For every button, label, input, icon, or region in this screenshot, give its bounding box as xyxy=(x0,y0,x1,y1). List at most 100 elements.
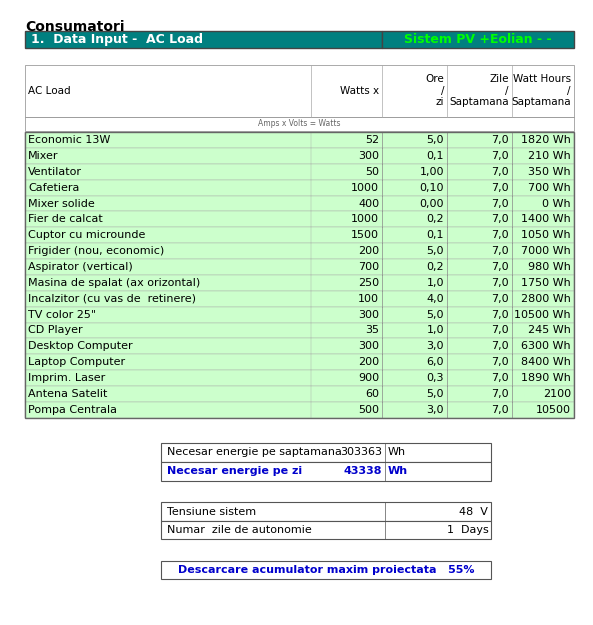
Text: 300: 300 xyxy=(358,309,379,319)
Text: 1000: 1000 xyxy=(351,182,379,192)
Text: Antena Satelit: Antena Satelit xyxy=(28,389,107,399)
FancyBboxPatch shape xyxy=(25,402,574,418)
Text: 7,0: 7,0 xyxy=(492,246,509,256)
FancyBboxPatch shape xyxy=(161,503,491,521)
Text: 303363: 303363 xyxy=(340,447,382,457)
Text: 7,0: 7,0 xyxy=(492,389,509,399)
Text: 200: 200 xyxy=(358,246,379,256)
FancyBboxPatch shape xyxy=(25,386,574,402)
FancyBboxPatch shape xyxy=(161,561,491,579)
Text: 0,1: 0,1 xyxy=(426,151,444,161)
Text: 7,0: 7,0 xyxy=(492,294,509,304)
Text: 7,0: 7,0 xyxy=(492,262,509,272)
FancyBboxPatch shape xyxy=(25,275,574,291)
Text: Wh: Wh xyxy=(388,447,406,457)
Text: 1  Days: 1 Days xyxy=(447,525,488,535)
Text: 200: 200 xyxy=(358,357,379,367)
FancyBboxPatch shape xyxy=(161,521,491,539)
FancyBboxPatch shape xyxy=(25,259,574,275)
Text: 7,0: 7,0 xyxy=(492,405,509,415)
Text: 6,0: 6,0 xyxy=(426,357,444,367)
Text: Sistem PV +Eolian - -: Sistem PV +Eolian - - xyxy=(404,33,552,46)
Text: 7,0: 7,0 xyxy=(492,341,509,351)
Text: Numar  zile de autonomie: Numar zile de autonomie xyxy=(167,525,311,535)
Text: Zile
/
Saptamana: Zile / Saptamana xyxy=(449,74,509,108)
Text: 300: 300 xyxy=(358,151,379,161)
Text: Masina de spalat (ax orizontal): Masina de spalat (ax orizontal) xyxy=(28,278,200,288)
Text: Imprim. Laser: Imprim. Laser xyxy=(28,373,105,383)
Text: 7,0: 7,0 xyxy=(492,151,509,161)
FancyBboxPatch shape xyxy=(25,148,574,164)
FancyBboxPatch shape xyxy=(25,211,574,227)
Text: 50: 50 xyxy=(365,167,379,177)
Text: Mixer: Mixer xyxy=(28,151,59,161)
Text: Watts x: Watts x xyxy=(340,86,379,96)
Text: 7,0: 7,0 xyxy=(492,326,509,336)
Text: Watt Hours
/
Saptamana: Watt Hours / Saptamana xyxy=(511,74,571,108)
Text: Ventilator: Ventilator xyxy=(28,167,82,177)
Text: 700 Wh: 700 Wh xyxy=(528,182,571,192)
Text: 7,0: 7,0 xyxy=(492,214,509,224)
Text: Necesar energie pe zi: Necesar energie pe zi xyxy=(167,466,302,476)
Text: 100: 100 xyxy=(358,294,379,304)
Text: 1750 Wh: 1750 Wh xyxy=(521,278,571,288)
FancyBboxPatch shape xyxy=(25,65,574,117)
Text: Pompa Centrala: Pompa Centrala xyxy=(28,405,117,415)
FancyBboxPatch shape xyxy=(25,354,574,370)
FancyBboxPatch shape xyxy=(25,291,574,307)
Text: 5,0: 5,0 xyxy=(426,309,444,319)
Text: Mixer solide: Mixer solide xyxy=(28,199,95,209)
Text: 7,0: 7,0 xyxy=(492,199,509,209)
FancyBboxPatch shape xyxy=(161,462,491,481)
FancyBboxPatch shape xyxy=(25,338,574,354)
FancyBboxPatch shape xyxy=(25,117,574,131)
Text: 0,3: 0,3 xyxy=(426,373,444,383)
Text: 900: 900 xyxy=(358,373,379,383)
Text: Aspirator (vertical): Aspirator (vertical) xyxy=(28,262,133,272)
Text: 7,0: 7,0 xyxy=(492,357,509,367)
Text: 0,2: 0,2 xyxy=(426,214,444,224)
Text: 5,0: 5,0 xyxy=(426,246,444,256)
Text: 210 Wh: 210 Wh xyxy=(528,151,571,161)
Text: Necesar energie pe saptamana: Necesar energie pe saptamana xyxy=(167,447,342,457)
Text: 43338: 43338 xyxy=(343,466,382,476)
Text: 0,2: 0,2 xyxy=(426,262,444,272)
Text: 5,0: 5,0 xyxy=(426,389,444,399)
FancyBboxPatch shape xyxy=(25,370,574,386)
Text: 2100: 2100 xyxy=(543,389,571,399)
Text: CD Player: CD Player xyxy=(28,326,82,336)
Text: 52: 52 xyxy=(365,135,379,145)
Text: Tensiune sistem: Tensiune sistem xyxy=(167,507,256,517)
Text: Amps x Volts = Watts: Amps x Volts = Watts xyxy=(258,119,341,128)
Text: 35: 35 xyxy=(365,326,379,336)
Text: 250: 250 xyxy=(358,278,379,288)
FancyBboxPatch shape xyxy=(25,132,574,148)
Text: 10500 Wh: 10500 Wh xyxy=(514,309,571,319)
Text: 1050 Wh: 1050 Wh xyxy=(521,230,571,240)
Text: 1,0: 1,0 xyxy=(426,278,444,288)
Text: 8400 Wh: 8400 Wh xyxy=(521,357,571,367)
Text: 3,0: 3,0 xyxy=(426,405,444,415)
Text: Cuptor cu microunde: Cuptor cu microunde xyxy=(28,230,145,240)
Text: 1400 Wh: 1400 Wh xyxy=(521,214,571,224)
FancyBboxPatch shape xyxy=(25,31,382,48)
Text: 1000: 1000 xyxy=(351,214,379,224)
Text: 300: 300 xyxy=(358,341,379,351)
Text: Frigider (nou, economic): Frigider (nou, economic) xyxy=(28,246,164,256)
Text: 7000 Wh: 7000 Wh xyxy=(521,246,571,256)
Text: 980 Wh: 980 Wh xyxy=(528,262,571,272)
FancyBboxPatch shape xyxy=(25,164,574,180)
Text: 1890 Wh: 1890 Wh xyxy=(521,373,571,383)
FancyBboxPatch shape xyxy=(161,442,491,462)
Text: 7,0: 7,0 xyxy=(492,309,509,319)
Text: 1500: 1500 xyxy=(351,230,379,240)
Text: 350 Wh: 350 Wh xyxy=(528,167,571,177)
Text: 0,1: 0,1 xyxy=(426,230,444,240)
Text: 245 Wh: 245 Wh xyxy=(528,326,571,336)
Text: 1.  Data Input -  AC Load: 1. Data Input - AC Load xyxy=(31,33,203,46)
Text: 3,0: 3,0 xyxy=(426,341,444,351)
Text: Laptop Computer: Laptop Computer xyxy=(28,357,125,367)
FancyBboxPatch shape xyxy=(382,31,574,48)
Text: 400: 400 xyxy=(358,199,379,209)
Text: 1820 Wh: 1820 Wh xyxy=(521,135,571,145)
